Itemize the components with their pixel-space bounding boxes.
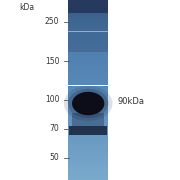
Bar (68, 0, 108, 13)
Bar (68, 47, 108, 50)
Bar (68, 148, 108, 151)
Bar (68, 173, 108, 176)
Bar (68, 54, 108, 56)
Bar (68, 13, 108, 52)
Bar (68, 103, 108, 106)
Bar (68, 63, 108, 65)
Bar (68, 92, 108, 94)
Bar (68, 164, 108, 166)
Bar (68, 117, 108, 119)
Bar (72, 113, 104, 126)
Bar (68, 70, 108, 72)
Bar (68, 135, 108, 137)
Bar (68, 72, 108, 74)
Ellipse shape (64, 86, 112, 121)
Bar (68, 178, 108, 180)
Bar (68, 171, 108, 173)
Bar (68, 119, 108, 122)
Bar (68, 166, 108, 169)
Bar (68, 99, 108, 101)
Bar (68, 144, 108, 146)
Bar (68, 176, 108, 178)
Bar (68, 133, 108, 135)
Bar (68, 65, 108, 68)
Bar (68, 29, 108, 31)
Bar (68, 76, 108, 79)
Bar (68, 58, 108, 61)
Bar (68, 112, 108, 115)
Bar (68, 27, 108, 29)
Bar (68, 45, 108, 47)
Bar (68, 90, 108, 92)
Bar (68, 61, 108, 63)
Text: 90kDa: 90kDa (117, 97, 144, 106)
Bar (68, 160, 108, 162)
Bar (68, 128, 108, 130)
Bar (68, 146, 108, 148)
Bar (68, 151, 108, 153)
Text: 100: 100 (45, 95, 59, 104)
Bar (68, 110, 108, 112)
Text: 50: 50 (50, 153, 59, 162)
Bar (69, 126, 107, 135)
Bar (68, 36, 108, 38)
Bar (68, 40, 108, 43)
Bar (68, 9, 108, 11)
Bar (68, 101, 108, 104)
Bar (68, 14, 108, 16)
Bar (68, 94, 108, 97)
Bar (68, 130, 108, 133)
Bar (68, 20, 108, 22)
Bar (68, 50, 108, 52)
Bar (68, 31, 108, 34)
Ellipse shape (72, 92, 104, 115)
Bar (68, 108, 108, 110)
Bar (68, 88, 108, 90)
Bar (68, 137, 108, 140)
Bar (68, 158, 108, 160)
Bar (68, 68, 108, 70)
Text: 70: 70 (50, 124, 59, 133)
Bar (68, 81, 108, 83)
Bar (68, 2, 108, 4)
Text: 150: 150 (45, 57, 59, 66)
Bar (68, 7, 108, 9)
Bar (68, 52, 108, 54)
Bar (68, 115, 108, 117)
Bar (68, 56, 108, 58)
Bar (68, 43, 108, 45)
Bar (68, 25, 108, 27)
Bar (68, 38, 108, 40)
Bar (68, 34, 108, 36)
Bar (68, 18, 108, 20)
Ellipse shape (68, 89, 108, 118)
Bar (68, 153, 108, 155)
Bar (68, 140, 108, 142)
Bar (68, 16, 108, 18)
Bar (68, 106, 108, 108)
Bar (68, 4, 108, 7)
Bar (68, 122, 108, 124)
Bar (68, 79, 108, 81)
Bar (68, 142, 108, 144)
Bar (68, 86, 108, 88)
Bar (68, 97, 108, 99)
Bar (68, 22, 108, 25)
Bar (68, 83, 108, 86)
Text: 250: 250 (45, 17, 59, 26)
Bar (68, 11, 108, 14)
Text: kDa: kDa (19, 3, 35, 12)
Bar (68, 0, 108, 2)
Bar (68, 169, 108, 171)
Bar (68, 155, 108, 158)
Bar (68, 124, 108, 126)
Bar (68, 126, 108, 128)
Bar (68, 162, 108, 164)
Bar (68, 74, 108, 76)
